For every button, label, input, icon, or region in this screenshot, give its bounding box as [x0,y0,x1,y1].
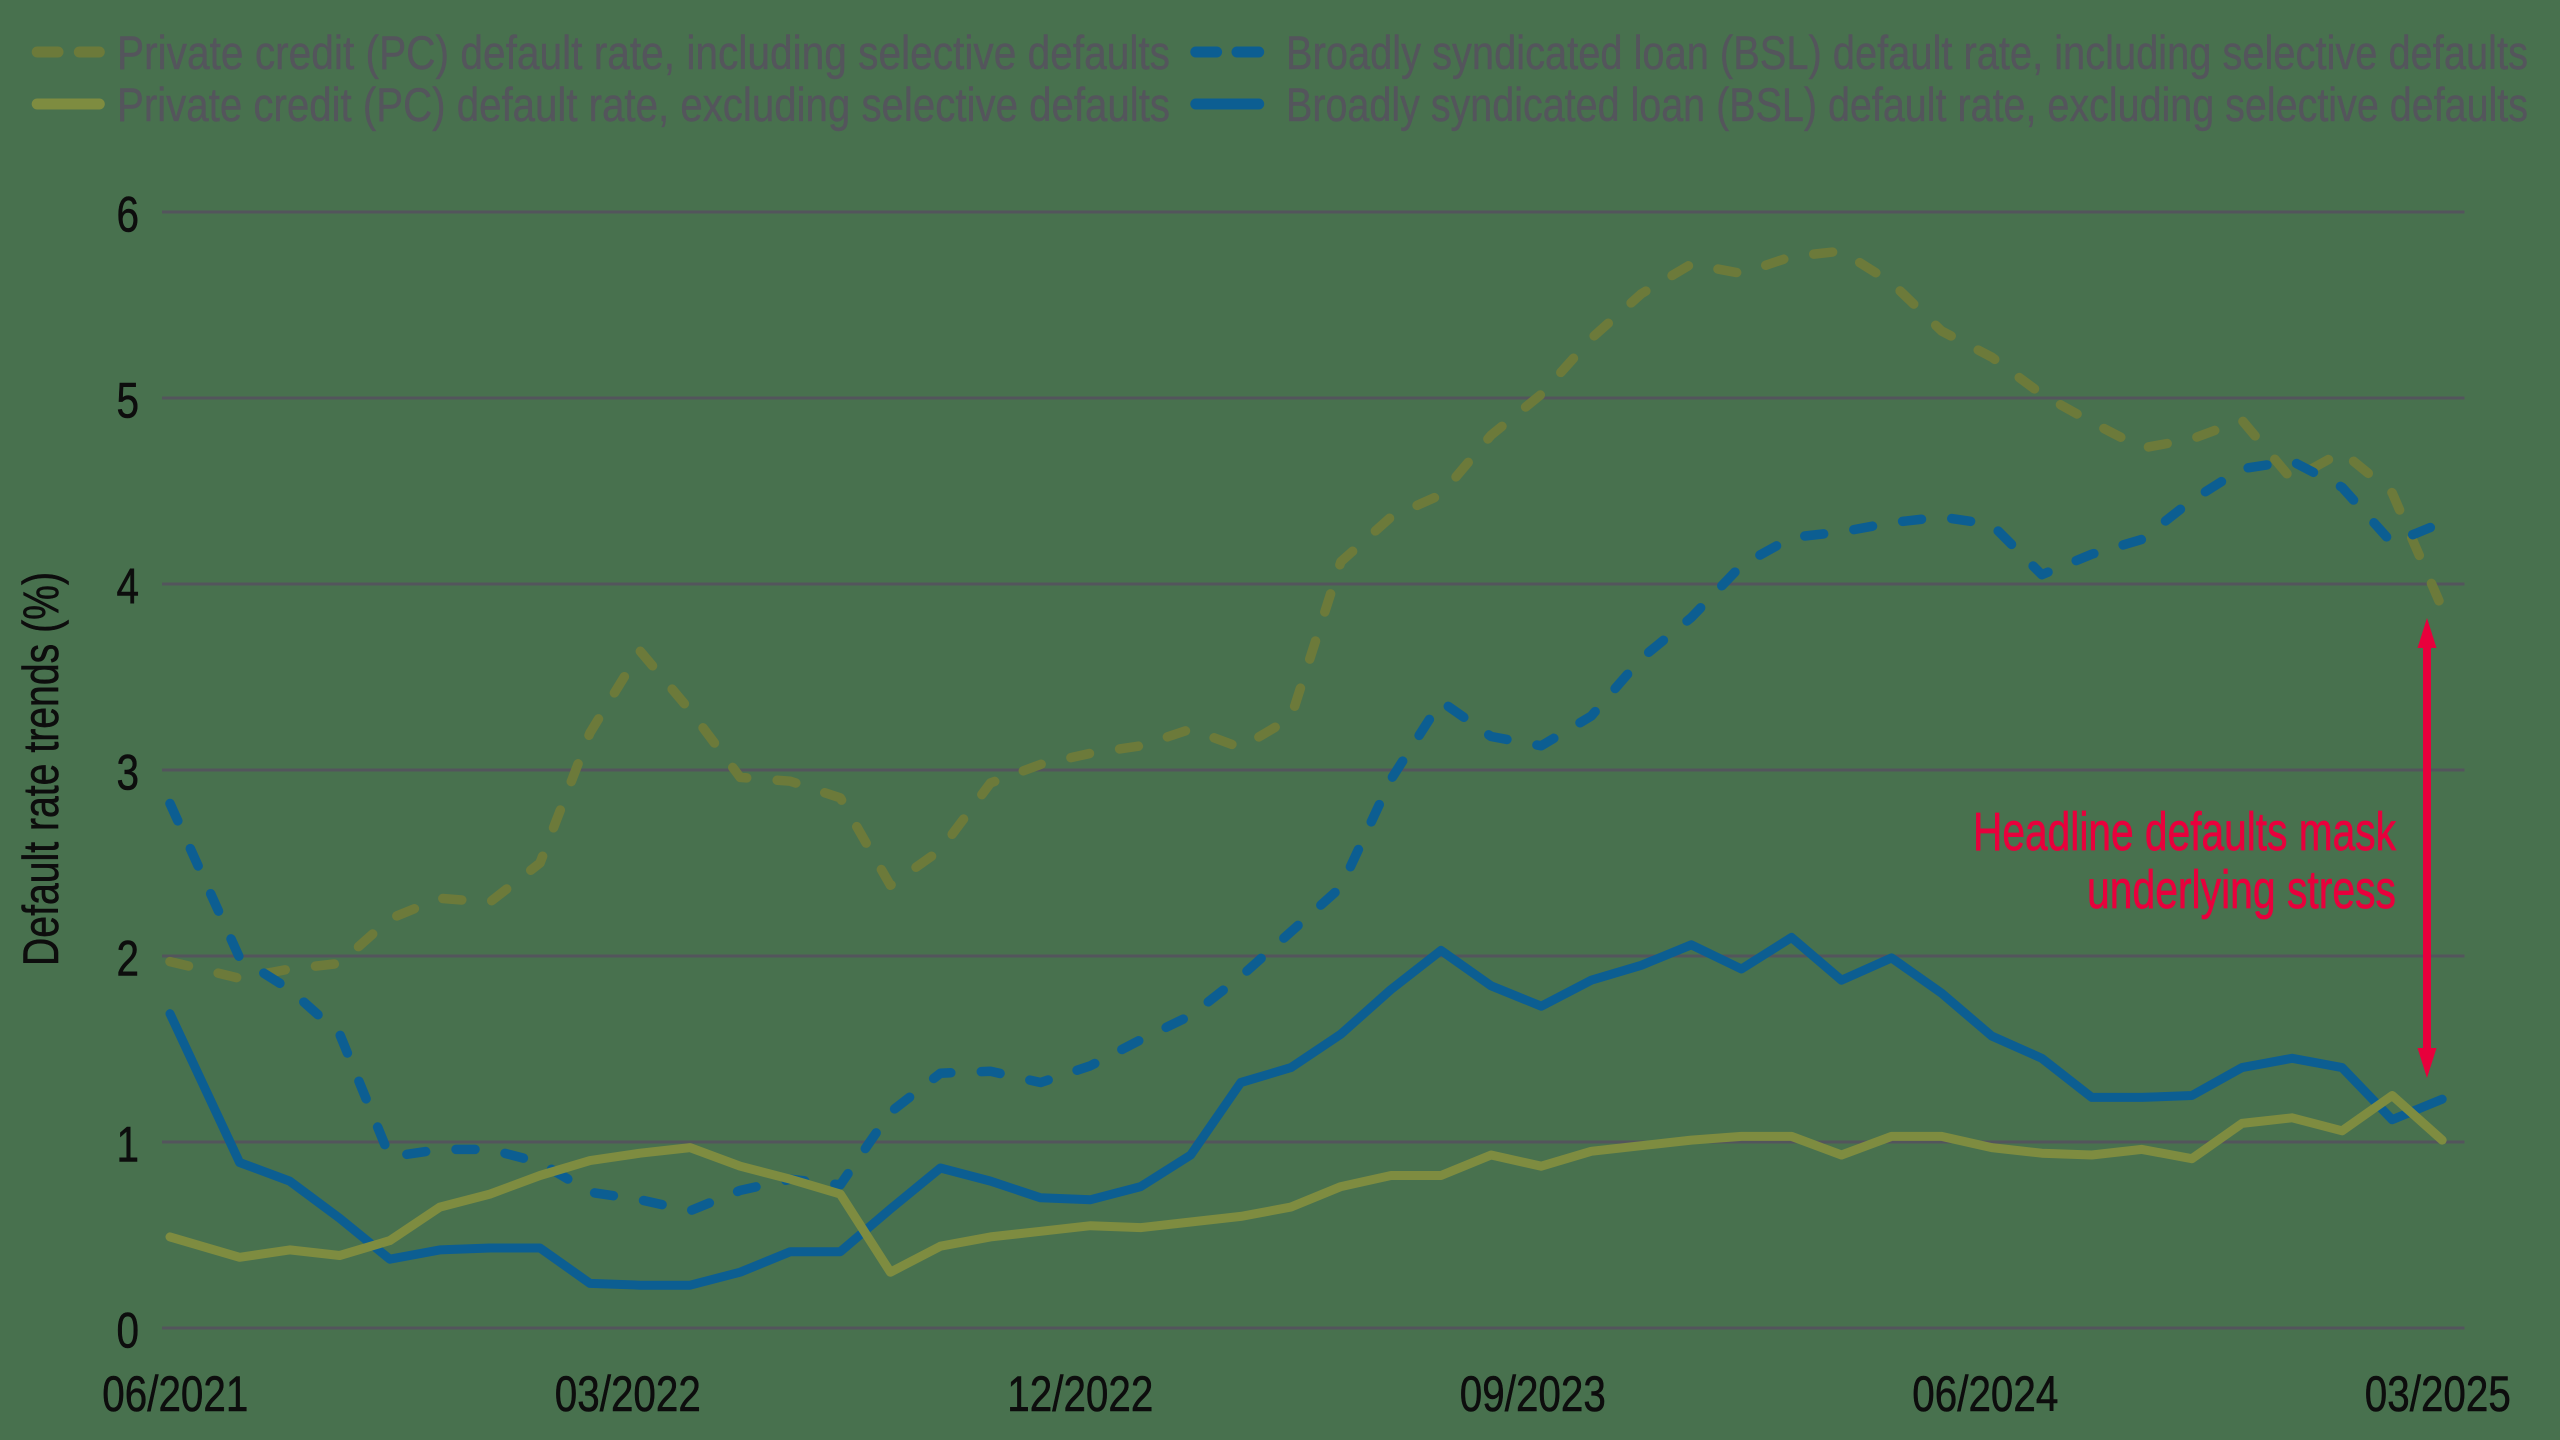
svg-text:03/2025: 03/2025 [2365,1366,2511,1422]
svg-text:Headline defaults mask: Headline defaults mask [1973,802,2397,862]
svg-text:Private credit (PC) default ra: Private credit (PC) default rate, exclud… [117,78,1170,131]
svg-text:12/2022: 12/2022 [1007,1366,1153,1422]
svg-text:03/2022: 03/2022 [555,1366,701,1422]
svg-text:6: 6 [117,187,140,243]
svg-text:underlying stress: underlying stress [2087,860,2396,920]
svg-text:06/2021: 06/2021 [102,1366,248,1422]
svg-text:Broadly syndicated loan (BSL): Broadly syndicated loan (BSL) default ra… [1286,26,2528,79]
svg-text:09/2023: 09/2023 [1460,1366,1606,1422]
svg-text:2: 2 [117,931,140,987]
svg-text:3: 3 [117,745,140,801]
svg-text:1: 1 [117,1117,140,1173]
svg-text:0: 0 [117,1303,140,1359]
svg-text:Private credit (PC) default ra: Private credit (PC) default rate, includ… [117,26,1170,79]
svg-text:Default rate trends (%): Default rate trends (%) [13,572,69,966]
svg-text:5: 5 [117,373,140,429]
svg-text:4: 4 [117,559,140,615]
svg-text:Broadly syndicated loan (BSL): Broadly syndicated loan (BSL) default ra… [1286,78,2528,131]
svg-text:06/2024: 06/2024 [1912,1366,2058,1422]
